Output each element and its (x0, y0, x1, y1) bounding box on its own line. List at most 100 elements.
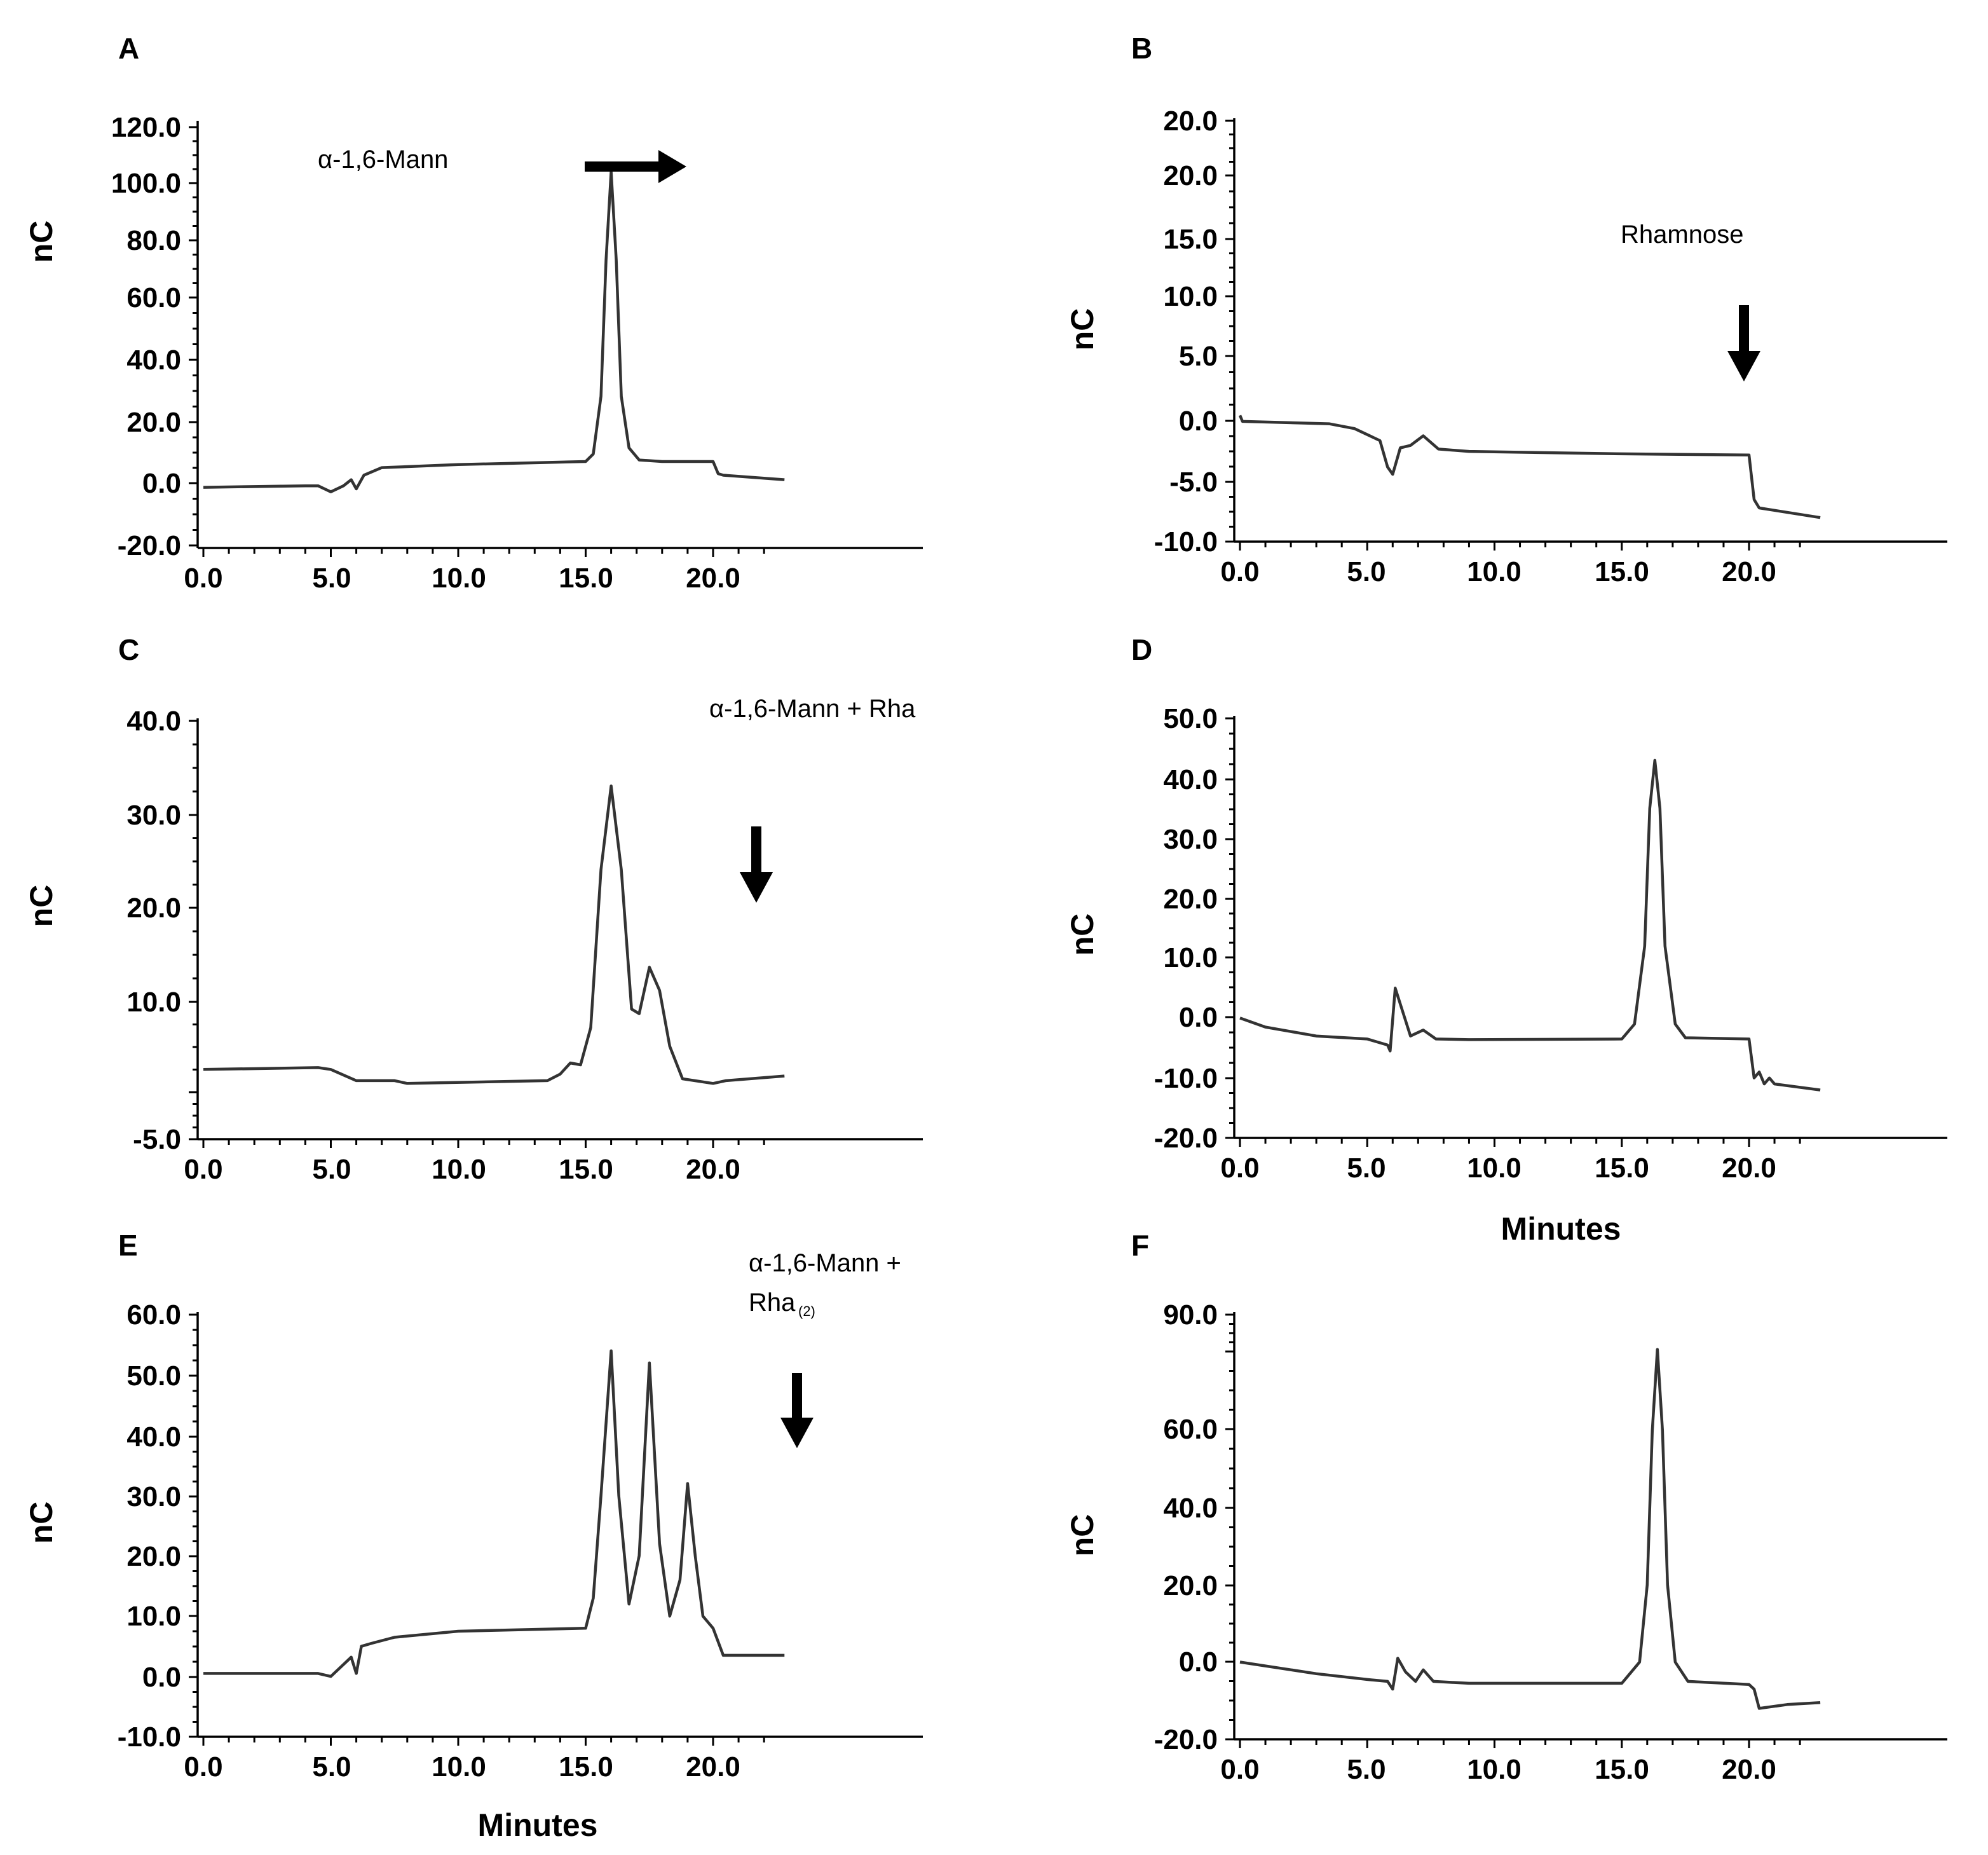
panel-d-y-tick-label: 30.0 (1163, 824, 1218, 855)
panel-c-x-tick-label: 20.0 (686, 1154, 740, 1185)
panel-e-y-tick-label: 20.0 (126, 1541, 181, 1572)
panel-e-y-tick-label: 50.0 (126, 1360, 181, 1392)
panel-d-x-tick-label: 20.0 (1722, 1153, 1776, 1184)
panel-e-letter: E (118, 1229, 138, 1262)
panel-b-x-tick-label: 20.0 (1722, 556, 1776, 587)
panel-d-y-tick-label: 50.0 (1163, 703, 1218, 734)
panel-d-letter: D (1131, 633, 1152, 666)
panel-b-y-tick-label: 20.0 (1163, 106, 1218, 137)
panel-b-annotation: Rhamnose (1621, 221, 1743, 249)
panel-c-letter: C (118, 633, 139, 666)
panel-a-y-tick-label: 100.0 (111, 168, 181, 199)
panel-f-x-tick-label: 10.0 (1467, 1754, 1522, 1785)
panel-f-y-tick-label: 60.0 (1163, 1414, 1218, 1445)
panel-d-y-tick-label: 20.0 (1163, 884, 1218, 915)
panel-e-chart: E nC Minutes 0.0 5.0 10.0 15.0 20.0 60.0 50.0 4… (24, 1229, 923, 1843)
panel-e-x-tick-label: 10.0 (432, 1751, 486, 1783)
panel-e-y-tick-label: 40.0 (126, 1421, 181, 1453)
panel-f-trace (1239, 1348, 1821, 1710)
panel-c-y-tick-label: 30.0 (126, 800, 181, 831)
panel-a-trace (203, 170, 785, 493)
panel-c-y-tick-label: 10.0 (126, 987, 181, 1018)
panel-e-y-tick-label: 10.0 (126, 1601, 181, 1632)
panel-f-x-tick-label: 20.0 (1722, 1754, 1776, 1785)
panel-b-y-tick-label: -5.0 (1169, 467, 1218, 498)
panel-b-x-tick-label: 10.0 (1467, 556, 1522, 587)
panel-b-trace (1238, 414, 1821, 519)
panel-f-y-axis-title: nC (1065, 1514, 1100, 1557)
panel-c-arrow (740, 826, 773, 903)
panel-b-y-tick-label: 20.0 (1163, 160, 1218, 191)
panel-b-arrow (1727, 305, 1760, 381)
panel-a-y-tick-label: 20.0 (126, 407, 181, 438)
panel-b-y-tick-label: 5.0 (1179, 341, 1218, 372)
panel-e-arrow (780, 1373, 814, 1448)
panel-e-y-tick-label: -10.0 (118, 1722, 181, 1753)
panel-b-x-tick-label: 5.0 (1347, 556, 1385, 587)
panel-c-y-tick-label: -5.0 (133, 1124, 181, 1155)
panel-a-chart: A nC 0.0 5.0 10.0 15.0 20.0 120.0 100.0 80.0 60.… (24, 32, 923, 594)
panel-c-x-tick-label: 15.0 (559, 1154, 613, 1185)
panel-e-y-tick-label: 30.0 (126, 1481, 181, 1512)
panel-c-y-tick-label: 40.0 (126, 706, 181, 737)
panel-b-y-tick-label: 15.0 (1163, 224, 1218, 255)
panel-d-y-axis-title: nC (1065, 914, 1100, 956)
panel-e-x-tick-label: 20.0 (686, 1751, 740, 1783)
panel-c-x-tick-label: 0.0 (184, 1154, 222, 1185)
panel-a-x-tick-label: 20.0 (686, 563, 740, 594)
panel-b-y-tick-label: -10.0 (1154, 526, 1218, 558)
panel-d-chart: D nC Minutes 0.0 5.0 10.0 15.0 20.0 50.0 40.0 3… (1065, 633, 1947, 1247)
panel-f-y-tick-label: 20.0 (1163, 1570, 1218, 1601)
panel-a-x-tick-label: 5.0 (312, 563, 351, 594)
panel-b-chart: B nC 0.0 5.0 10.0 15.0 20.0 20.0 20.0 15.0 10.0 5… (1065, 32, 1947, 587)
panel-f-y-tick-label: 90.0 (1163, 1299, 1218, 1331)
panel-a-y-tick-label: -20.0 (118, 530, 181, 561)
panel-d-x-axis-title: Minutes (1501, 1211, 1621, 1247)
panel-a-y-tick-label: 40.0 (126, 345, 181, 376)
panel-d-x-tick-label: 0.0 (1220, 1153, 1259, 1184)
panel-e-x-tick-label: 15.0 (559, 1751, 613, 1783)
panel-a-y-tick-label: 80.0 (126, 225, 181, 256)
panel-d-y-tick-label: 0.0 (1179, 1002, 1218, 1033)
panel-f-x-tick-label: 5.0 (1347, 1754, 1385, 1785)
panel-e-annotation: α-1,6-Mann + (749, 1249, 901, 1277)
panel-a-annotation: α-1,6-Mann (318, 146, 448, 174)
panel-f-x-tick-label: 15.0 (1595, 1754, 1649, 1785)
panel-f-letter: F (1131, 1229, 1149, 1262)
panel-d-trace (1239, 758, 1821, 1092)
panel-c-y-tick-label: 20.0 (126, 893, 181, 924)
panel-e-annotation-line2: Rha (749, 1289, 796, 1317)
panel-a-y-tick-label: 60.0 (126, 282, 181, 313)
panel-a-x-tick-label: 0.0 (184, 563, 222, 594)
panel-e-x-tick-label: 0.0 (184, 1751, 222, 1783)
panel-a-x-tick-label: 15.0 (559, 563, 613, 594)
panel-e-trace (203, 1349, 785, 1678)
panel-a-y-tick-label: 0.0 (142, 468, 181, 499)
panel-e-y-tick-label: 60.0 (126, 1299, 181, 1331)
panel-a-letter: A (118, 32, 139, 65)
panel-b-x-tick-label: 0.0 (1220, 556, 1259, 587)
panel-b-y-axis-title: nC (1065, 308, 1100, 351)
panel-e-x-axis-title: Minutes (478, 1807, 598, 1843)
panel-f-chart: F nC 0.0 5.0 10.0 15.0 20.0 90.0 60.0 40.0 20.0 0… (1065, 1229, 1947, 1785)
panel-a-x-tick-label: 10.0 (432, 563, 486, 594)
panel-d-x-tick-label: 10.0 (1467, 1153, 1522, 1184)
panel-c-y-axis-title: nC (24, 885, 59, 928)
panel-f-y-tick-label: 40.0 (1163, 1493, 1218, 1524)
panel-b-y-tick-label: 10.0 (1163, 281, 1218, 312)
panel-a-arrow (585, 150, 686, 183)
panel-b-letter: B (1131, 32, 1152, 65)
panel-d-x-tick-label: 15.0 (1595, 1153, 1649, 1184)
panel-e-y-tick-label: 0.0 (142, 1662, 181, 1693)
panel-c-x-tick-label: 5.0 (312, 1154, 351, 1185)
panel-a-y-axis-title: nC (24, 221, 59, 263)
panel-d-y-tick-label: 40.0 (1163, 764, 1218, 795)
panel-d-x-tick-label: 5.0 (1347, 1153, 1385, 1184)
panel-c-chart: C nC 0.0 5.0 10.0 15.0 20.0 40.0 30.0 20.0 10.0 -… (24, 633, 923, 1185)
panel-f-x-tick-label: 0.0 (1220, 1754, 1259, 1785)
panel-e-annotation-subscript: (2) (798, 1303, 815, 1319)
panel-c-annotation: α-1,6-Mann + Rha (709, 695, 916, 723)
panel-d-y-tick-label: -10.0 (1154, 1063, 1218, 1094)
panel-b-x-tick-label: 15.0 (1595, 556, 1649, 587)
panel-c-trace (203, 784, 785, 1085)
